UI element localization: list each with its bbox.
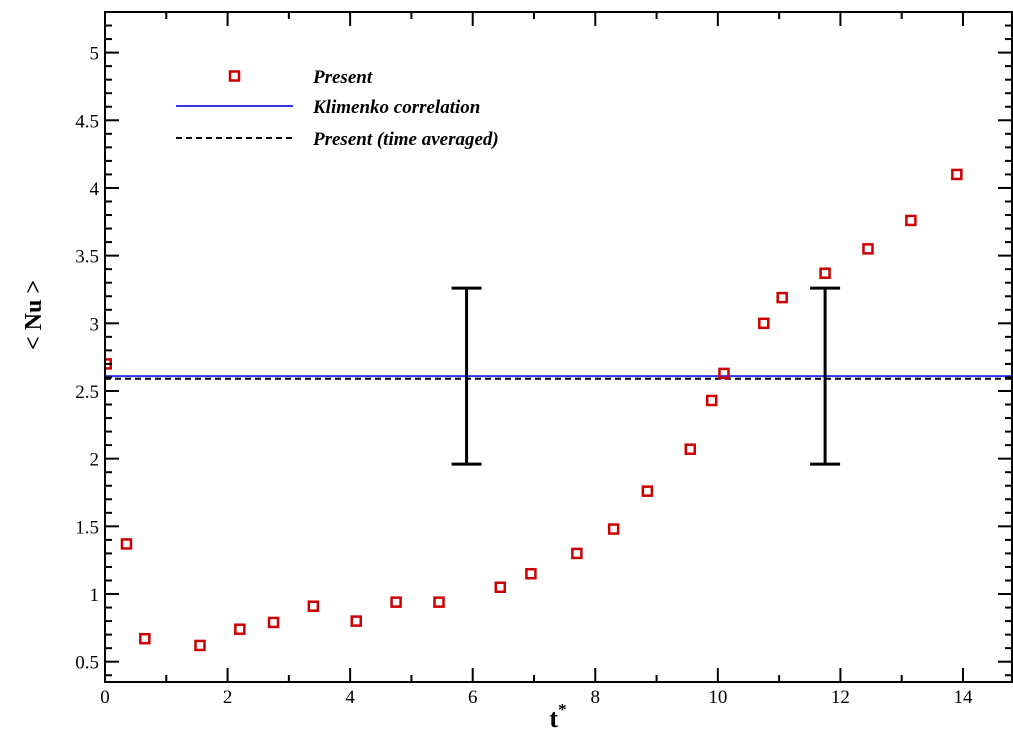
data-point (139, 632, 151, 645)
y-tick-label: 1.5 (75, 517, 99, 538)
legend-label: Klimenko correlation (312, 97, 480, 118)
y-tick-label: 0.5 (75, 653, 99, 674)
legend: Present Klimenko correlation Present (time… (176, 67, 499, 150)
y-tick-label: 2.5 (75, 382, 99, 403)
data-point (684, 443, 697, 455)
error-bar-0 (451, 286, 482, 466)
y-tick-label: 1 (90, 585, 100, 606)
y-tick-label: 3 (90, 314, 100, 335)
x-axis-title-sup: * (558, 700, 567, 719)
plot-frame (104, 11, 1013, 683)
x-tick-label: 6 (468, 687, 478, 708)
data-point (718, 367, 730, 380)
x-tick-label: 2 (223, 687, 233, 708)
y-tick-label: 2 (90, 450, 100, 471)
data-point (951, 168, 963, 181)
legend-entry-0: Present (228, 67, 373, 88)
y-tick-label: 3.5 (75, 247, 99, 268)
legend-entry-1: Klimenko correlation (176, 97, 480, 118)
axes-layer: 0 2 4 6 8 10 12 14 0.5 1 1.5 2 2.5 3 3.5 4 4.5 5 (75, 11, 1013, 708)
data-point (350, 615, 363, 627)
x-tick-label: 10 (708, 687, 727, 708)
series-layer (105, 168, 1012, 652)
x-tick-label: 12 (831, 687, 850, 708)
data-point (758, 317, 770, 330)
data-point (776, 291, 788, 304)
data-point (194, 639, 206, 652)
data-point (267, 616, 280, 629)
data-point (307, 600, 320, 612)
y-tick-label: 4 (90, 179, 100, 200)
x-axis-title: t* (549, 700, 566, 733)
data-point (120, 538, 133, 550)
y-tick-label: 4.5 (75, 111, 99, 132)
data-point (433, 596, 445, 608)
x-tick-label: 0 (100, 687, 110, 708)
y-axis-title: < Nu > (21, 280, 47, 350)
data-point (905, 214, 917, 227)
data-point (494, 581, 507, 594)
data-point (234, 623, 246, 635)
data-point (571, 547, 583, 560)
data-point (862, 243, 874, 255)
data-point (525, 567, 537, 580)
data-point (641, 485, 654, 497)
x-tick-label: 14 (953, 687, 973, 708)
data-point (390, 596, 402, 608)
error-bar-1 (810, 286, 841, 466)
x-axis-title-main: t (549, 704, 558, 733)
legend-label: Present (time averaged) (312, 129, 499, 150)
legend-marker-square (228, 70, 241, 82)
x-tick-label: 8 (591, 687, 601, 708)
data-point (607, 523, 620, 535)
y-tick-label: 5 (90, 44, 100, 65)
legend-entry-2: Present (time averaged) (176, 129, 499, 150)
legend-label: Present (312, 67, 373, 88)
data-point (819, 267, 831, 279)
x-tick-label: 4 (345, 687, 355, 708)
data-point (705, 394, 718, 407)
